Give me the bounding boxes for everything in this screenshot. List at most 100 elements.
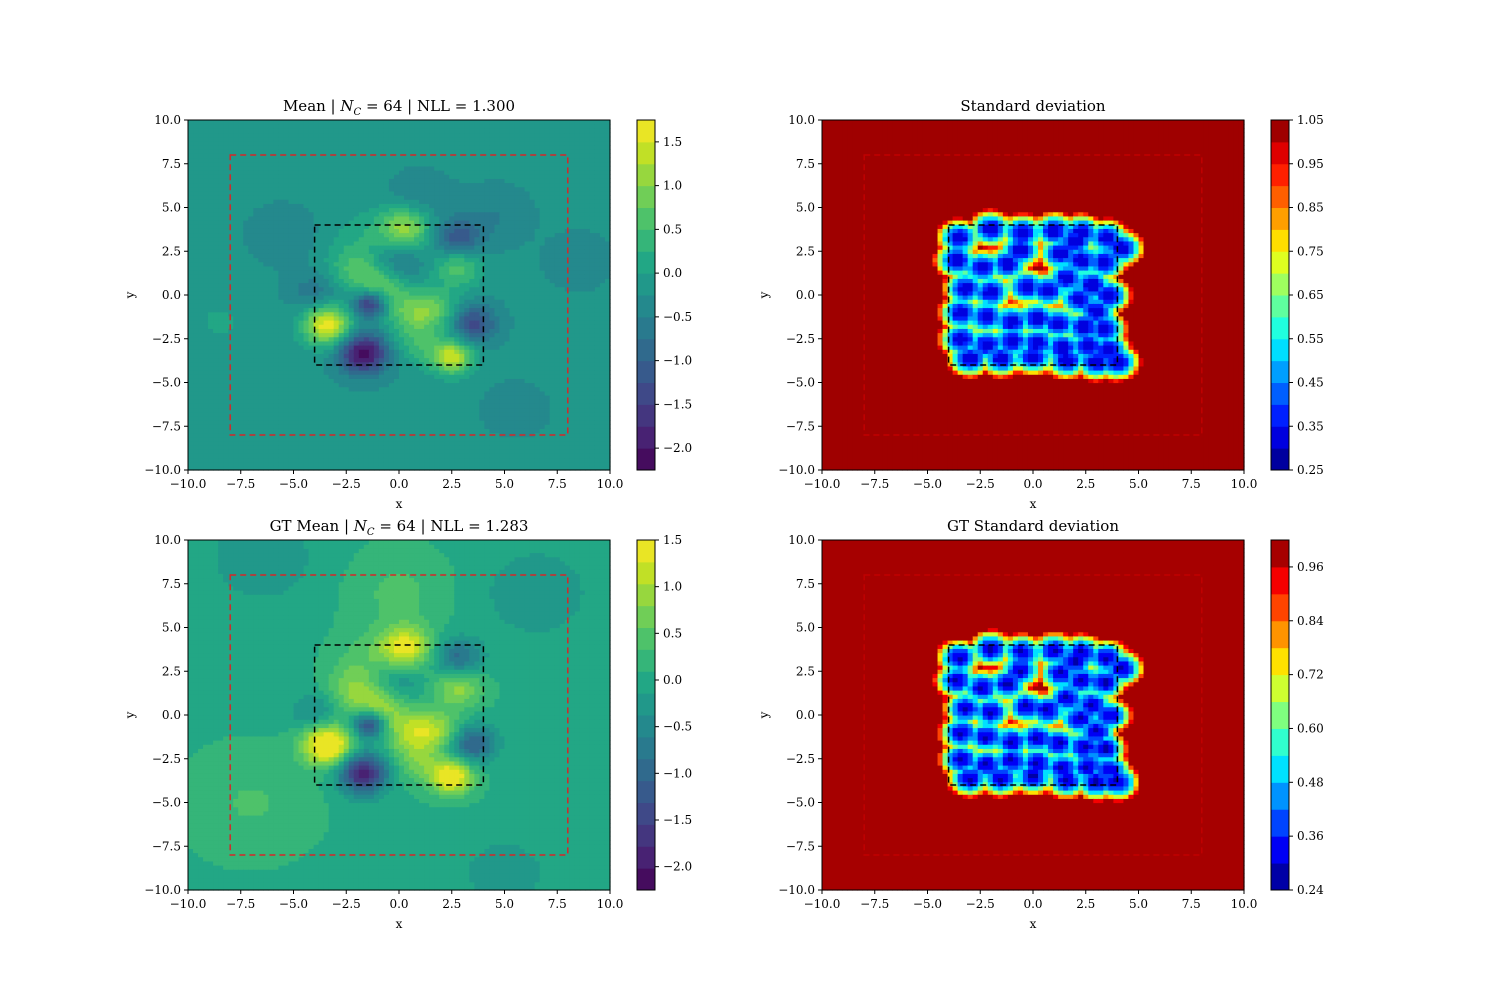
contour-cell xyxy=(359,158,365,163)
contour-cell xyxy=(474,370,480,375)
contour-cell xyxy=(273,366,279,371)
contour-cell xyxy=(379,274,385,279)
contour-cell xyxy=(248,453,254,458)
contour-cell xyxy=(193,445,199,450)
contour-cell xyxy=(314,183,320,188)
contour-cell xyxy=(459,412,465,417)
contour-cell xyxy=(223,412,229,417)
contour-cell xyxy=(294,187,300,192)
contour-cell xyxy=(288,266,294,271)
contour-cell xyxy=(454,191,460,196)
contour-cell xyxy=(379,195,385,200)
contour-cell xyxy=(304,362,310,367)
contour-cell xyxy=(208,174,214,179)
contour-cell xyxy=(319,191,325,196)
contour-cell xyxy=(334,374,340,379)
contour-cell xyxy=(258,208,264,213)
contour-cell xyxy=(449,320,455,325)
contour-cell xyxy=(359,287,365,292)
contour-cell xyxy=(414,228,420,233)
contour-cell xyxy=(434,120,440,125)
contour-cell xyxy=(449,141,455,146)
contour-cell xyxy=(258,283,264,288)
contour-cell xyxy=(389,283,395,288)
contour-cell xyxy=(238,241,244,246)
contour-cell xyxy=(319,366,325,371)
contour-cell xyxy=(384,178,390,183)
contour-cell xyxy=(213,370,219,375)
contour-cell xyxy=(273,353,279,358)
contour-cell xyxy=(319,233,325,238)
contour-cell xyxy=(283,424,289,429)
contour-cell xyxy=(359,395,365,400)
contour-cell xyxy=(304,403,310,408)
contour-cell xyxy=(394,408,400,413)
contour-cell xyxy=(294,316,300,321)
contour-cell xyxy=(389,208,395,213)
contour-cell xyxy=(464,128,470,133)
contour-cell xyxy=(309,245,315,250)
contour-cell xyxy=(379,387,385,392)
contour-cell xyxy=(384,349,390,354)
contour-cell xyxy=(354,328,360,333)
contour-cell xyxy=(263,120,269,125)
contour-cell xyxy=(434,449,440,454)
contour-cell xyxy=(253,178,259,183)
contour-cell xyxy=(248,145,254,150)
contour-cell xyxy=(188,420,194,425)
contour-cell xyxy=(299,128,305,133)
contour-cell xyxy=(419,291,425,296)
contour-cell xyxy=(299,420,305,425)
contour-cell xyxy=(364,228,370,233)
contour-cell xyxy=(389,233,395,238)
contour-cell xyxy=(294,287,300,292)
contour-cell xyxy=(349,424,355,429)
contour-cell xyxy=(379,366,385,371)
contour-cell xyxy=(203,278,209,283)
contour-cell xyxy=(444,337,450,342)
contour-cell xyxy=(329,183,335,188)
contour-cell xyxy=(469,258,475,263)
contour-cell xyxy=(359,374,365,379)
contour-cell xyxy=(314,366,320,371)
contour-cell xyxy=(449,349,455,354)
contour-cell xyxy=(414,120,420,125)
contour-cell xyxy=(299,262,305,267)
contour-cell xyxy=(419,383,425,388)
contour-cell xyxy=(218,449,224,454)
contour-cell xyxy=(379,137,385,142)
contour-cell xyxy=(419,445,425,450)
contour-cell xyxy=(364,270,370,275)
contour-cell xyxy=(248,174,254,179)
contour-cell xyxy=(248,383,254,388)
contour-cell xyxy=(233,458,239,463)
contour-cell xyxy=(253,420,259,425)
contour-cell xyxy=(268,237,274,242)
contour-cell xyxy=(324,228,330,233)
contour-cell xyxy=(399,308,405,313)
contour-cell xyxy=(359,174,365,179)
contour-cell xyxy=(349,287,355,292)
contour-cell xyxy=(389,274,395,279)
contour-cell xyxy=(213,212,219,217)
contour-cell xyxy=(419,237,425,242)
contour-cell xyxy=(409,258,415,263)
contour-cell xyxy=(238,462,244,467)
contour-cell xyxy=(218,328,224,333)
contour-cell xyxy=(238,358,244,363)
contour-cell xyxy=(339,270,345,275)
contour-cell xyxy=(389,258,395,263)
contour-cell xyxy=(288,262,294,267)
contour-cell xyxy=(394,328,400,333)
contour-cell xyxy=(414,249,420,254)
contour-cell xyxy=(419,295,425,300)
contour-cell xyxy=(364,183,370,188)
contour-cell xyxy=(404,253,410,258)
contour-cell xyxy=(193,316,199,321)
contour-cell xyxy=(379,166,385,171)
contour-cell xyxy=(374,345,380,350)
contour-cell xyxy=(414,453,420,458)
contour-cell xyxy=(228,345,234,350)
contour-cell xyxy=(268,249,274,254)
contour-cell xyxy=(384,449,390,454)
